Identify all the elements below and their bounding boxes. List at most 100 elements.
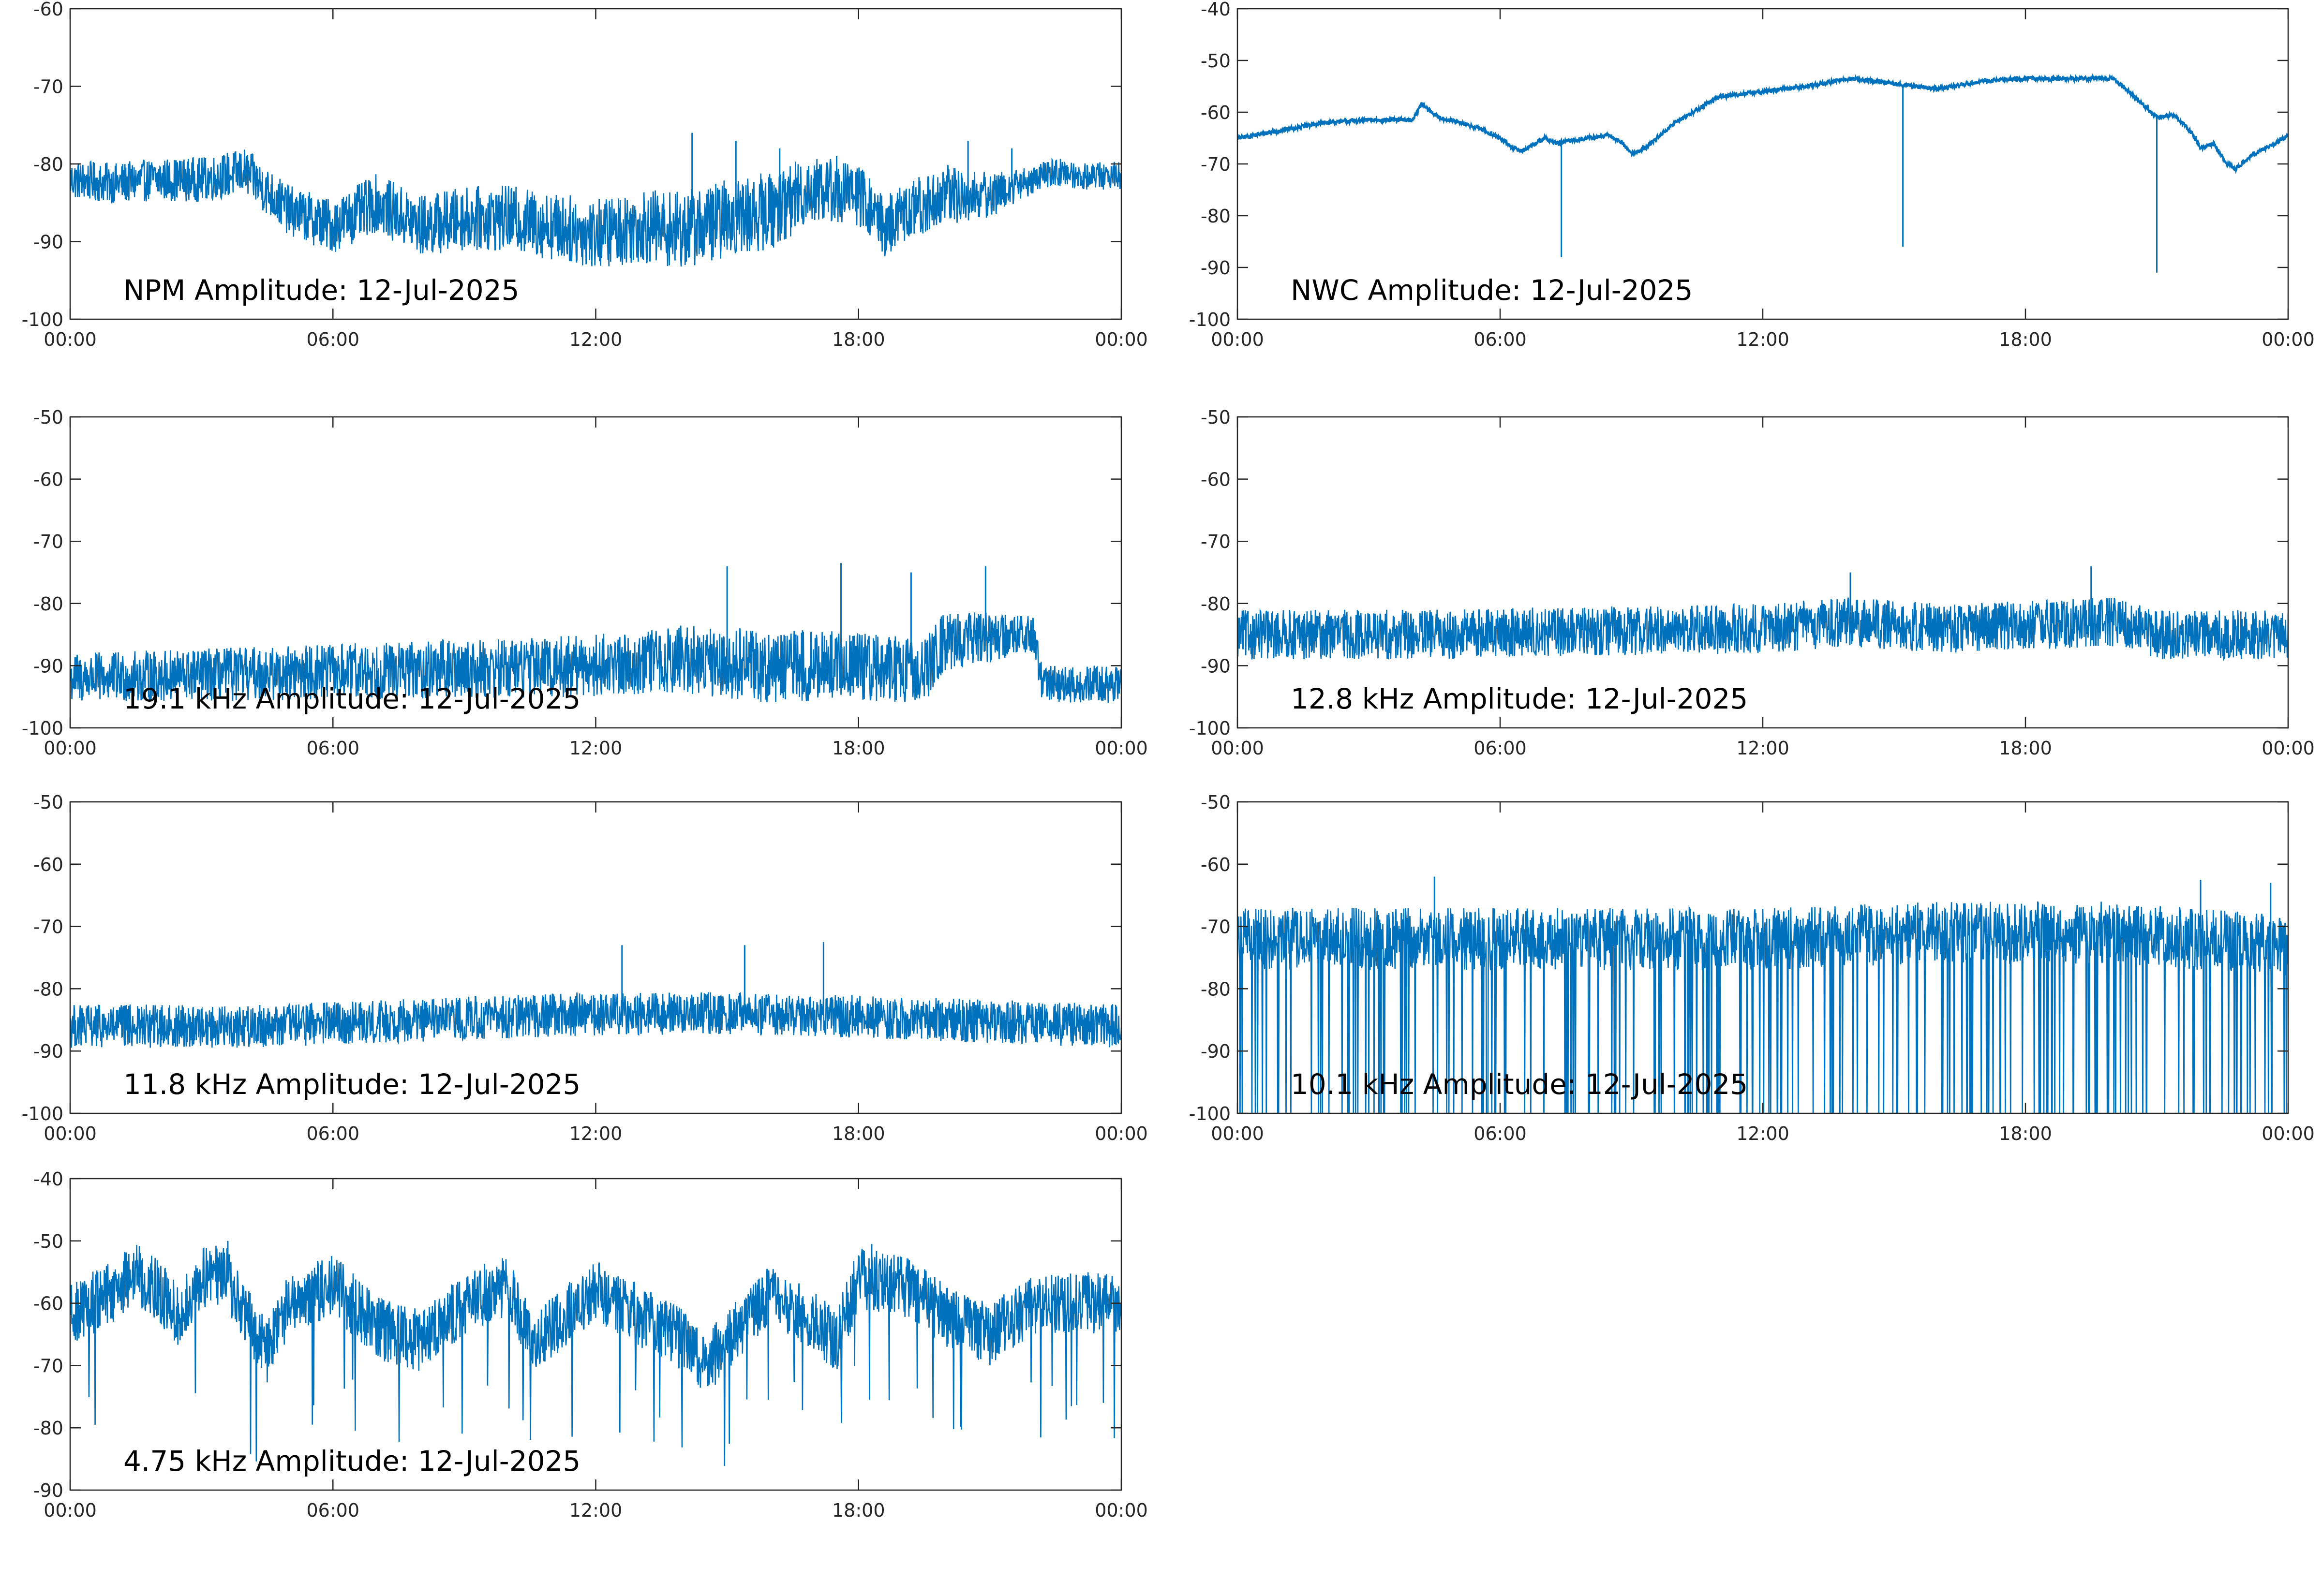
ytick-label: -100 bbox=[1189, 309, 1231, 330]
xtick-label: 00:00 bbox=[2262, 329, 2315, 350]
ytick-label: -70 bbox=[33, 1355, 63, 1376]
series-line-khz101 bbox=[1237, 901, 2288, 1113]
xtick-label: 00:00 bbox=[44, 329, 97, 350]
series-line-khz118 bbox=[70, 992, 1121, 1048]
ytick-label: -60 bbox=[33, 1293, 63, 1315]
axes-box-khz191 bbox=[69, 416, 1122, 729]
series-line-nwc bbox=[1237, 73, 2288, 174]
ytick-label: -90 bbox=[33, 1480, 63, 1501]
xtick-label: 00:00 bbox=[44, 738, 97, 759]
ytick-label: -70 bbox=[33, 916, 63, 938]
xtick-label: 00:00 bbox=[1095, 738, 1148, 759]
ytick-label: -70 bbox=[33, 531, 63, 552]
xtick-label: 00:00 bbox=[2262, 738, 2315, 759]
xtick-label: 12:00 bbox=[569, 738, 623, 759]
ytick-label: -80 bbox=[33, 978, 63, 1000]
xtick-label: 12:00 bbox=[1736, 329, 1789, 350]
ytick-label: -50 bbox=[1201, 50, 1231, 72]
ytick-label: -80 bbox=[33, 1418, 63, 1439]
xtick-label: 00:00 bbox=[1095, 1123, 1148, 1144]
ytick-label: -80 bbox=[1201, 206, 1231, 227]
xtick-label: 06:00 bbox=[306, 738, 359, 759]
panel-title: 10.1 kHz Amplitude: 12-Jul-2025 bbox=[1291, 1068, 1748, 1101]
panel-title: 4.75 kHz Amplitude: 12-Jul-2025 bbox=[123, 1445, 580, 1478]
series-line-npm bbox=[70, 149, 1121, 267]
ytick-label: -50 bbox=[33, 407, 63, 428]
xtick-label: 00:00 bbox=[1095, 329, 1148, 350]
ytick-label: -50 bbox=[33, 1231, 63, 1252]
ytick-label: -90 bbox=[1201, 655, 1231, 677]
xtick-label: 12:00 bbox=[569, 329, 623, 350]
ytick-label: -80 bbox=[1201, 593, 1231, 615]
xtick-label: 06:00 bbox=[306, 1123, 359, 1144]
ytick-label: -80 bbox=[1201, 978, 1231, 1000]
ytick-label: -90 bbox=[33, 1041, 63, 1062]
panel-title: NPM Amplitude: 12-Jul-2025 bbox=[123, 274, 520, 307]
axes-box-khz118 bbox=[69, 801, 1122, 1114]
panel-title: NWC Amplitude: 12-Jul-2025 bbox=[1291, 274, 1693, 307]
ytick-label: -50 bbox=[33, 792, 63, 813]
xtick-label: 18:00 bbox=[832, 1123, 885, 1144]
ytick-label: -100 bbox=[22, 1103, 63, 1124]
ytick-label: -70 bbox=[1201, 531, 1231, 552]
series-line-khz191 bbox=[70, 612, 1121, 703]
panel-title: 19.1 kHz Amplitude: 12-Jul-2025 bbox=[123, 682, 580, 715]
ytick-label: -60 bbox=[33, 469, 63, 490]
xtick-label: 00:00 bbox=[1211, 1123, 1264, 1144]
ytick-label: -90 bbox=[33, 232, 63, 253]
xtick-label: 00:00 bbox=[1211, 329, 1264, 350]
ytick-label: -60 bbox=[33, 0, 63, 20]
ytick-label: -60 bbox=[1201, 469, 1231, 490]
xtick-label: 18:00 bbox=[1999, 738, 2052, 759]
ytick-label: -70 bbox=[1201, 916, 1231, 938]
ytick-label: -60 bbox=[33, 854, 63, 875]
xtick-label: 18:00 bbox=[832, 738, 885, 759]
xtick-label: 12:00 bbox=[569, 1500, 623, 1521]
ytick-label: -70 bbox=[33, 76, 63, 98]
ytick-label: -90 bbox=[1201, 257, 1231, 279]
xtick-label: 18:00 bbox=[832, 1500, 885, 1521]
ytick-label: -40 bbox=[33, 1168, 63, 1190]
series-line-khz475 bbox=[70, 1244, 1121, 1466]
xtick-label: 18:00 bbox=[832, 329, 885, 350]
ytick-label: -60 bbox=[1201, 854, 1231, 875]
ytick-label: -80 bbox=[33, 154, 63, 175]
xtick-label: 18:00 bbox=[1999, 329, 2052, 350]
ytick-label: -100 bbox=[1189, 1103, 1231, 1124]
xtick-label: 18:00 bbox=[1999, 1123, 2052, 1144]
ytick-label: -50 bbox=[1201, 792, 1231, 813]
xtick-label: 00:00 bbox=[1211, 738, 1264, 759]
xtick-label: 12:00 bbox=[569, 1123, 623, 1144]
xtick-label: 12:00 bbox=[1736, 1123, 1789, 1144]
panel-title: 11.8 kHz Amplitude: 12-Jul-2025 bbox=[123, 1068, 580, 1101]
axes-box-khz128 bbox=[1236, 416, 2289, 729]
xtick-label: 06:00 bbox=[1474, 1123, 1527, 1144]
ytick-label: -50 bbox=[1201, 407, 1231, 428]
ytick-label: -100 bbox=[22, 309, 63, 330]
xtick-label: 06:00 bbox=[306, 1500, 359, 1521]
ytick-label: -90 bbox=[1201, 1041, 1231, 1062]
axes-box-nwc bbox=[1236, 8, 2289, 320]
xtick-label: 12:00 bbox=[1736, 738, 1789, 759]
xtick-label: 06:00 bbox=[1474, 329, 1527, 350]
panel-title: 12.8 kHz Amplitude: 12-Jul-2025 bbox=[1291, 682, 1748, 715]
ytick-label: -60 bbox=[1201, 102, 1231, 123]
xtick-label: 06:00 bbox=[1474, 738, 1527, 759]
xtick-label: 00:00 bbox=[1095, 1500, 1148, 1521]
ytick-label: -100 bbox=[1189, 718, 1231, 739]
series-line-khz128 bbox=[1237, 596, 2288, 662]
xtick-label: 00:00 bbox=[2262, 1123, 2315, 1144]
ytick-label: -100 bbox=[22, 718, 63, 739]
xtick-label: 00:00 bbox=[44, 1123, 97, 1144]
ytick-label: -40 bbox=[1201, 0, 1231, 20]
ytick-label: -80 bbox=[33, 593, 63, 615]
